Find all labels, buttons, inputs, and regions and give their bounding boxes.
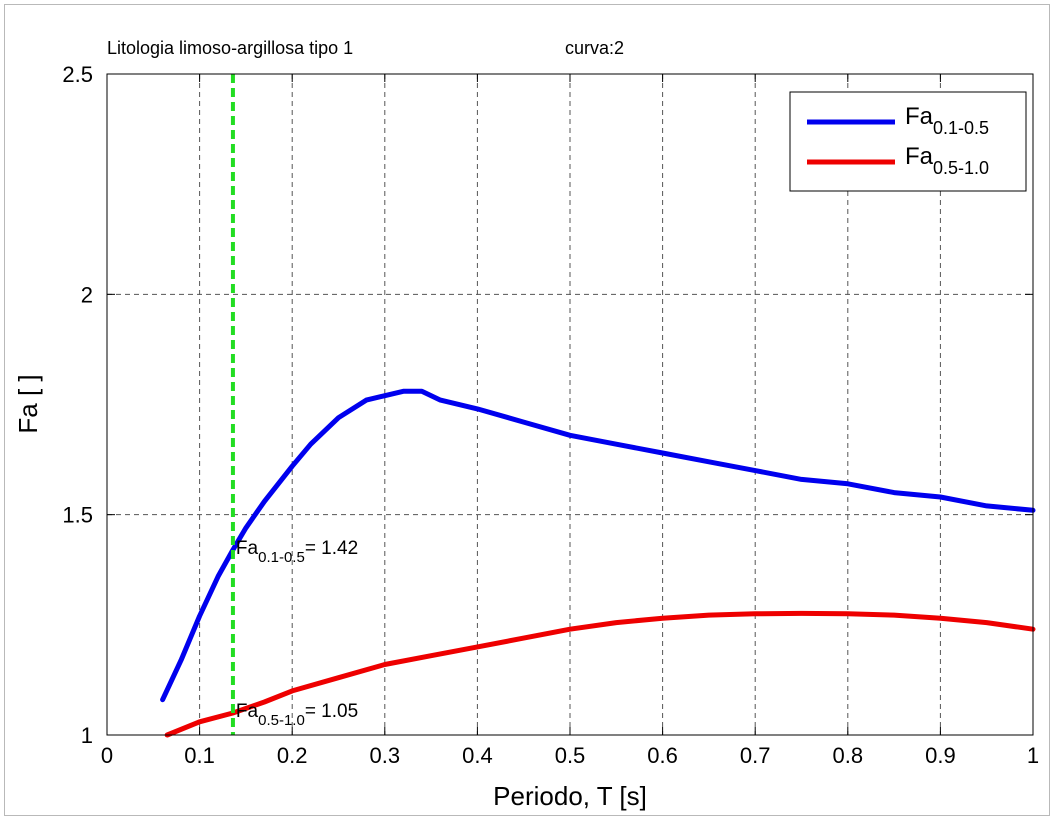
annotations: Fa0.1-0.5= 1.42 Fa0.5-1.0= 1.05	[236, 538, 358, 729]
series-line-2	[164, 610, 1036, 738]
annotation-label: Fa0.1-0.5= 1.42	[236, 538, 358, 566]
x-tick-label: 0.5	[555, 743, 586, 768]
chart: 0 0.1 0.2 0.3 0.4 0.5 0.6 0.7 0.8 0.9 1 1 1.5 2 2.5 Li…	[13, 38, 1039, 811]
x-tick-label: 0.1	[184, 743, 215, 768]
x-tick-label: 0.6	[647, 743, 678, 768]
legend: Fa0.1-0.5 Fa0.5-1.0	[789, 91, 1027, 192]
y-axis-label: Fa [ ]	[13, 374, 43, 433]
annotation-label: Fa0.5-1.0= 1.05	[236, 701, 358, 729]
ticks: 0 0.1 0.2 0.3 0.4 0.5 0.6 0.7 0.8 0.9 1 1 1.5 2 2.5	[62, 62, 1039, 768]
x-tick-label: 0.2	[277, 743, 308, 768]
x-tick-label: 1	[1027, 743, 1039, 768]
x-tick-label: 0.7	[740, 743, 771, 768]
series-line-1	[160, 388, 1036, 703]
chart-title-left: Litologia limoso-argillosa tipo 1	[107, 38, 353, 58]
legend-label-2: Fa0.5-1.0	[905, 143, 989, 178]
chart-title-right: curva:2	[565, 38, 624, 58]
y-tick-label: 2	[81, 282, 93, 307]
y-tick-label: 1.5	[62, 503, 93, 528]
x-tick-label: 0.8	[833, 743, 864, 768]
x-tick-label: 0.9	[925, 743, 956, 768]
x-tick-label: 0	[101, 743, 113, 768]
x-axis-label: Periodo, T [s]	[493, 781, 647, 811]
y-tick-label: 2.5	[62, 62, 93, 87]
legend-box	[789, 91, 1027, 192]
x-tick-label: 0.3	[370, 743, 401, 768]
figure-window: 0 0.1 0.2 0.3 0.4 0.5 0.6 0.7 0.8 0.9 1 1 1.5 2 2.5 Li…	[4, 4, 1050, 816]
series-layer	[160, 74, 1036, 738]
y-tick-label: 1	[81, 723, 93, 748]
legend-label-1: Fa0.1-0.5	[905, 103, 989, 138]
x-tick-label: 0.4	[462, 743, 493, 768]
